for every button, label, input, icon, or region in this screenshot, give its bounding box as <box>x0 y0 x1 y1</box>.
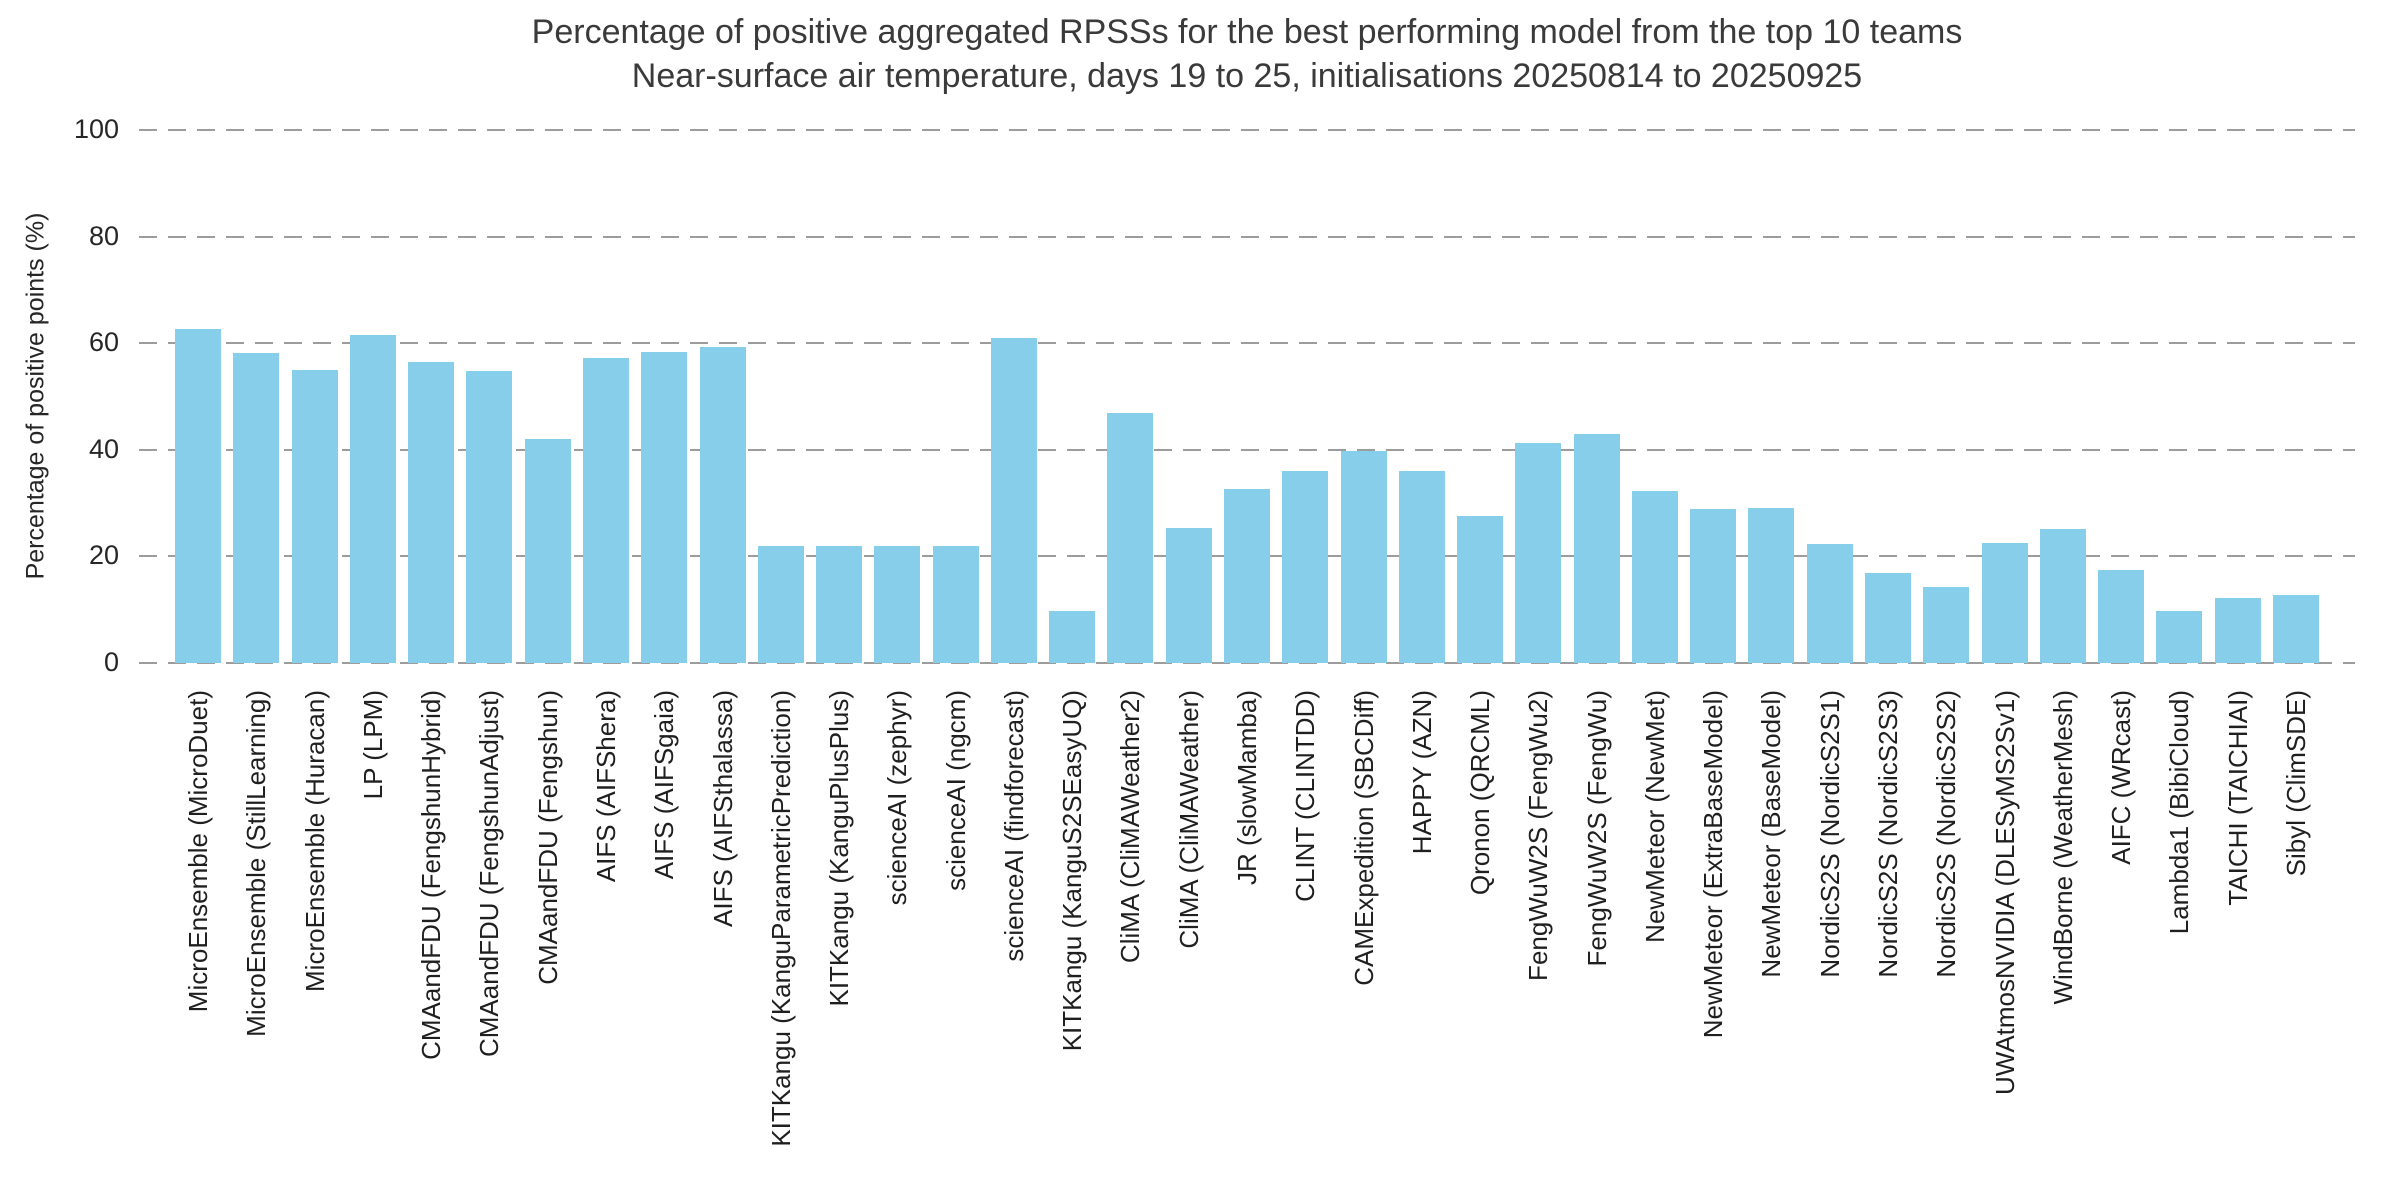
bar-32 <box>2039 528 2086 663</box>
x-tick-label-17: CliMA (CliMAWeather) <box>1173 690 1204 949</box>
y-tick-label-60: 60 <box>88 327 119 358</box>
bar-25 <box>1631 490 1678 663</box>
x-tick-label-18: JR (slowMamba) <box>1232 690 1262 886</box>
y-tick-label-0: 0 <box>103 646 119 677</box>
x-tick-label-11: KITKangu (KanguPlusPlus) <box>824 690 855 1007</box>
x-tick-label-14: scienceAI (findforecast) <box>998 690 1029 962</box>
y-tick-label-20: 20 <box>88 540 119 571</box>
x-tick-label-3: LP (LPM) <box>357 690 388 800</box>
bar-2 <box>291 369 338 663</box>
bar-23 <box>1515 443 1562 663</box>
bar-21 <box>1398 471 1445 663</box>
x-tick-label-23: FengWuW2S (FengWu2) <box>1523 690 1554 981</box>
x-tick-label-30: NordicS2S (NordicS2S2) <box>1931 690 1962 978</box>
x-tick-label-19: CLINT (CLINTDD) <box>1290 690 1321 902</box>
bar-31 <box>1981 542 2028 663</box>
bar-36 <box>2272 594 2319 663</box>
gridline-y-100 <box>139 129 2355 131</box>
x-tick-label-6: CMAandFDU (Fengshun) <box>532 690 563 985</box>
bar-33 <box>2098 569 2145 663</box>
bar-8 <box>641 351 688 663</box>
x-tick-label-16: CliMA (CliMAWeather2) <box>1115 690 1146 964</box>
y-tick-label-80: 80 <box>88 220 119 251</box>
y-axis-label: Percentage of positive points (%) <box>21 212 50 580</box>
x-tick-label-1: MicroEnsemble (StillLearning) <box>241 690 272 1037</box>
bar-20 <box>1340 450 1387 663</box>
x-tick-label-8: AIFS (AIFSgaia) <box>649 690 680 880</box>
x-tick-label-33: AIFC (WRcast) <box>2106 690 2137 865</box>
x-tick-label-9: AIFS (AIFSthalassa) <box>707 690 738 927</box>
bar-6 <box>524 439 571 663</box>
x-tick-label-20: CAMExpedition (SBCDiff) <box>1348 690 1379 986</box>
gridline-y-60 <box>139 342 2355 345</box>
bar-0 <box>175 329 222 663</box>
bar-9 <box>699 347 746 663</box>
bar-4 <box>408 361 455 663</box>
x-tick-label-22: Qronon (QRCML) <box>1465 690 1496 896</box>
bar-18 <box>1224 489 1270 663</box>
chart-subtitle: Near-surface air temperature, days 19 to… <box>631 57 1863 96</box>
bar-16 <box>1107 412 1154 663</box>
bar-17 <box>1165 527 1212 663</box>
chart-title-block: Percentage of positive aggregated RPSSs … <box>139 10 2355 98</box>
bar-11 <box>816 546 863 663</box>
bar-29 <box>1864 573 1911 663</box>
bar-13 <box>932 545 979 663</box>
x-tick-label-24: FengWuW2S (FengWu) <box>1581 690 1612 967</box>
x-tick-label-32: WindBorne (WeatherMesh) <box>2047 690 2078 1005</box>
bar-35 <box>2214 597 2261 663</box>
x-tick-label-36: Sibyl (ClimSDE) <box>2280 690 2311 877</box>
y-tick-label-40: 40 <box>88 433 119 464</box>
bar-27 <box>1748 508 1795 663</box>
chart-title: Percentage of positive aggregated RPSSs … <box>531 13 1963 51</box>
bar-24 <box>1573 433 1620 663</box>
bar-5 <box>466 370 513 663</box>
x-tick-label-31: UWAtmosNVIDIA (DLESyMS2Sv1) <box>1989 690 2020 1096</box>
x-tick-label-27: NewMeteor (BaseModel) <box>1756 690 1787 978</box>
y-tick-label-100: 100 <box>73 113 119 144</box>
x-tick-label-2: MicroEnsemble (Huracan) <box>299 690 330 992</box>
x-tick-label-4: CMAandFDU (FengshunHybrid) <box>416 690 447 1060</box>
bar-1 <box>233 352 280 663</box>
gridline-y-0 <box>139 662 2355 664</box>
bar-26 <box>1690 508 1737 663</box>
bar-10 <box>757 546 804 663</box>
bar-3 <box>349 334 396 663</box>
x-tick-label-13: scienceAI (ngcm) <box>940 690 971 891</box>
x-tick-label-15: KITKangu (KanguS2SEasyUQ) <box>1057 690 1088 1052</box>
plot-area: 0 20 40 60 80 100 MicroEnsemble (MicroDuet) Mic… <box>74 114 2355 1147</box>
bar-30 <box>1923 586 1970 663</box>
bar-22 <box>1457 515 1504 663</box>
x-tick-label-25: NewMeteor (NewMet) <box>1639 690 1670 943</box>
bar-14 <box>990 337 1037 663</box>
bar-28 <box>1806 544 1853 663</box>
x-tick-label-5: CMAandFDU (FengshunAdjust) <box>474 690 505 1058</box>
x-tick-label-21: HAPPY (AZN) <box>1406 690 1437 855</box>
x-tick-label-35: TAICHI (TAICHIAI) <box>2222 690 2253 906</box>
x-tick-label-7: AIFS (AIFShera) <box>591 690 622 883</box>
bar-34 <box>2156 610 2203 663</box>
bar-15 <box>1049 610 1096 663</box>
x-tick-label-28: NordicS2S (NordicS2S1) <box>1814 690 1845 978</box>
x-tick-label-12: scienceAI (zephyr) <box>882 690 913 906</box>
gridline-y-80 <box>139 235 2355 238</box>
gridline-y-40 <box>139 448 2355 451</box>
bar-19 <box>1282 470 1329 663</box>
bar-7 <box>583 358 630 663</box>
bar-12 <box>874 546 921 663</box>
x-tick-label-29: NordicS2S (NordicS2S3) <box>1872 690 1903 978</box>
x-tick-label-26: NewMeteor (ExtraBaseModel) <box>1698 690 1729 1039</box>
x-tick-label-34: Lambda1 (BibiCloud) <box>2164 690 2195 935</box>
x-tick-label-0: MicroEnsemble (MicroDuet) <box>183 690 214 1013</box>
x-tick-label-10: KITKangu (KanguParametricPrediction) <box>765 690 796 1147</box>
